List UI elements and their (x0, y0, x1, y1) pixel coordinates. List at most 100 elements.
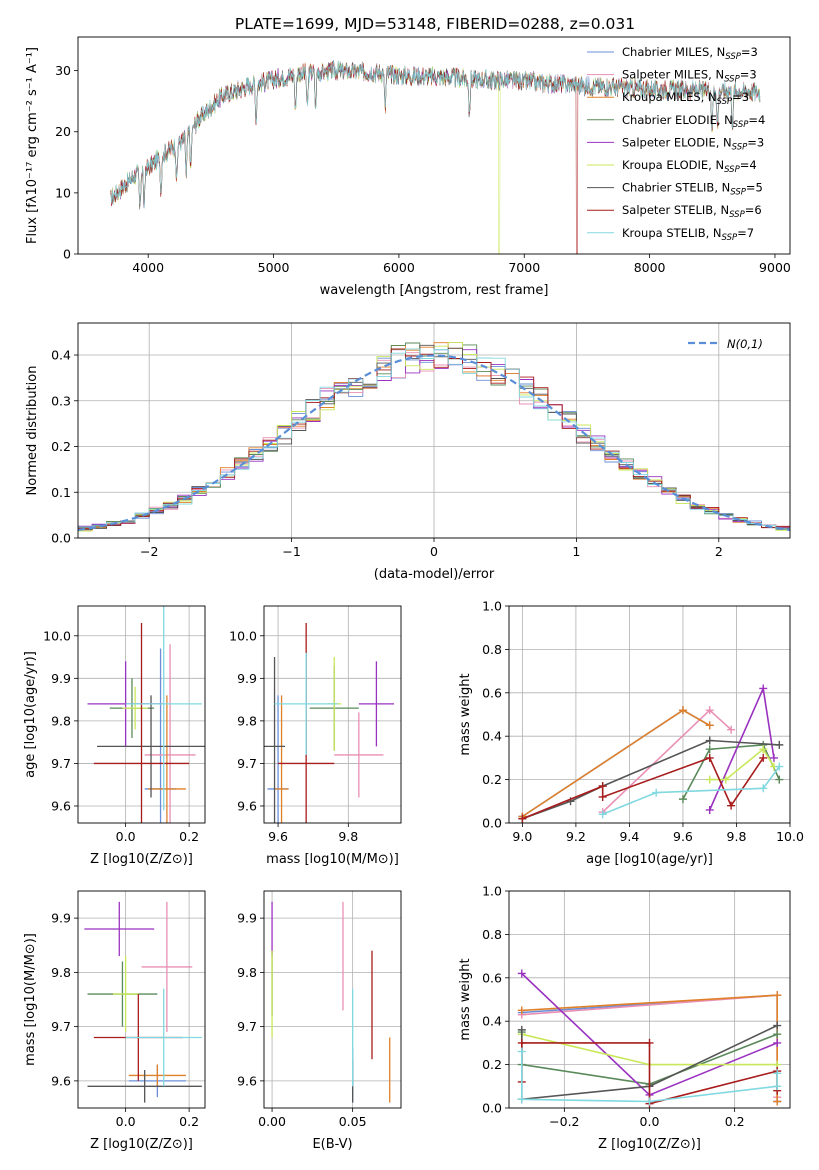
weight-marker-model-2 (705, 721, 714, 730)
y-axis-label: Normed distribution (25, 366, 40, 496)
weight-marker-model-7 (517, 1038, 526, 1047)
y-tick-label: 0.2 (482, 772, 502, 787)
weight-marker-model-8 (598, 810, 607, 819)
x-tick-label: −2 (140, 544, 158, 559)
y-tick-label: 9.9 (237, 911, 257, 926)
x-tick-label: 9000 (759, 260, 791, 275)
weight-marker-model-8 (517, 1047, 526, 1056)
x-tick-label: 0.05 (339, 1114, 367, 1129)
y-tick-label: 1.0 (482, 599, 502, 614)
legend-label-normal: N(0,1) (727, 337, 763, 351)
figure-title: PLATE=1699, MJD=53148, FIBERID=0288, z=0… (235, 15, 635, 33)
x-tick-label: 9.2 (566, 829, 586, 844)
x-tick-label: 5000 (258, 260, 290, 275)
x-axis-label: Z [log10(Z/Z⊙)] (90, 852, 193, 867)
axes-frame (508, 605, 791, 824)
spectrum-line-model-8 (110, 61, 761, 208)
legend-label-model-0: Chabrier MILES, NSSP=3 (622, 45, 758, 62)
weight-marker-model-8 (773, 1082, 782, 1091)
x-tick-label: 7000 (508, 260, 540, 275)
x-tick-label: 0.0 (116, 829, 136, 844)
residual-histogram-panel: −2 −1 0 1 2 0.0 0.1 0.2 0.3 0.4 (data-model)/error… (25, 322, 791, 582)
plot-area (264, 623, 394, 823)
normal-curve (78, 354, 790, 532)
weight-line-model-8 (602, 766, 780, 816)
x-tick-label: 1 (572, 544, 580, 559)
y-tick-label: 0 (63, 247, 71, 262)
y-tick-label: 9.9 (51, 911, 71, 926)
legend-label-model-3: Chabrier ELODIE, NSSP=4 (622, 113, 765, 130)
axes-frame (508, 890, 791, 1109)
y-tick-label: 1.0 (482, 884, 502, 899)
x-tick-label: 10.0 (776, 829, 804, 844)
x-tick-label: 0.0 (116, 1114, 136, 1129)
y-tick-label: 9.9 (237, 671, 257, 686)
weight-marker-model-2 (517, 1006, 526, 1015)
y-tick-label: 0.4 (51, 348, 71, 363)
x-tick-label: 9.0 (512, 829, 532, 844)
weight-line-model-7 (520, 1042, 779, 1105)
x-tick-label: 8000 (634, 260, 666, 275)
y-tick-label: 9.8 (51, 965, 71, 980)
y-tick-label: 10.0 (43, 628, 71, 643)
weight-marker-model-3 (775, 775, 784, 784)
y-tick-label: 0.8 (482, 927, 502, 942)
weight-marker-model-7 (518, 814, 527, 823)
spectrum-panel: 4000 5000 6000 7000 8000 9000 0 10 20 30 wavelengt… (25, 36, 791, 298)
y-tick-label: 9.6 (51, 1073, 71, 1088)
x-tick-label: 9.4 (619, 829, 639, 844)
x-tick-label: 0 (430, 544, 438, 559)
weight-marker-model-5 (721, 775, 730, 784)
mass-weight-vs-age-panel: 9.0 9.2 9.4 9.6 9.8 10.0 0.0 0.2 0.4 0.6 0.8 1.0 age… (458, 599, 804, 868)
y-tick-label: 9.8 (237, 713, 257, 728)
y-tick-label: 0.3 (51, 393, 71, 408)
weight-line-model-2 (521, 709, 711, 818)
mass-weight-vs-metallicity-panel: −0.2 0.0 0.2 0.0 0.2 0.4 0.6 0.8 1.0 Z [log10(Z/Z… (458, 884, 791, 1152)
weight-marker-model-1 (705, 706, 714, 715)
y-tick-label: 9.7 (51, 1019, 71, 1034)
y-tick-label: 9.7 (51, 756, 71, 771)
axes-frame (77, 605, 206, 824)
legend-label-model-7: Salpeter STELIB, NSSP=6 (622, 203, 762, 220)
x-axis-label: Z [log10(Z/Z⊙)] (598, 1137, 701, 1152)
weight-marker-model-6 (705, 736, 714, 745)
age-vs-metallicity-panel: 0.0 0.2 9.6 9.7 9.8 9.9 10.0 Z [log10(Z/Z⊙)] age… (23, 605, 206, 867)
weight-marker-model-7 (705, 753, 714, 762)
y-tick-label: 9.8 (51, 713, 71, 728)
y-tick-label: 9.6 (51, 798, 71, 813)
y-tick-label: 0.6 (482, 970, 502, 985)
weight-marker-model-8 (773, 1069, 782, 1078)
y-tick-label: 30 (55, 63, 71, 78)
x-tick-label: 9.8 (727, 829, 747, 844)
plot-area (110, 59, 761, 254)
x-tick-label: 0.2 (179, 1114, 199, 1129)
weight-marker-model-8 (759, 784, 768, 793)
y-tick-label: 9.6 (237, 1073, 257, 1088)
x-tick-label: 9.8 (338, 829, 358, 844)
weight-marker-model-7 (598, 782, 607, 791)
legend-label-model-1: Salpeter MILES, NSSP=3 (622, 68, 757, 85)
plot-area (518, 684, 784, 823)
weight-marker-model-7 (645, 1038, 654, 1047)
y-tick-label: 0.6 (482, 685, 502, 700)
legend-label-model-6: Chabrier STELIB, NSSP=5 (622, 181, 763, 198)
plot-area (84, 901, 202, 1103)
y-tick-label: 0.4 (482, 1014, 502, 1029)
y-tick-label: 9.8 (237, 965, 257, 980)
x-axis-label: wavelength [Angstrom, rest frame] (320, 283, 549, 298)
x-axis-label: E(B-V) (312, 1137, 352, 1152)
legend-label-model-5: Kroupa ELODIE, NSSP=4 (622, 158, 757, 175)
weight-marker-model-2 (773, 991, 782, 1000)
y-tick-label: 0.2 (482, 1057, 502, 1072)
y-tick-label: 10.0 (229, 628, 257, 643)
x-tick-label: 0.2 (725, 1114, 745, 1129)
y-tick-label: 9.9 (51, 671, 71, 686)
age-vs-mass-panel: 9.6 9.8 9.6 9.7 9.8 9.9 10.0 mass [log10(M/M⊙)] (229, 605, 402, 867)
weight-marker-model-2 (773, 1097, 782, 1106)
weight-marker-model-4 (517, 969, 526, 978)
plot-area (87, 606, 205, 823)
y-tick-label: 0.4 (482, 729, 502, 744)
x-tick-label: 9.6 (673, 829, 693, 844)
weight-marker-model-3 (705, 745, 714, 754)
